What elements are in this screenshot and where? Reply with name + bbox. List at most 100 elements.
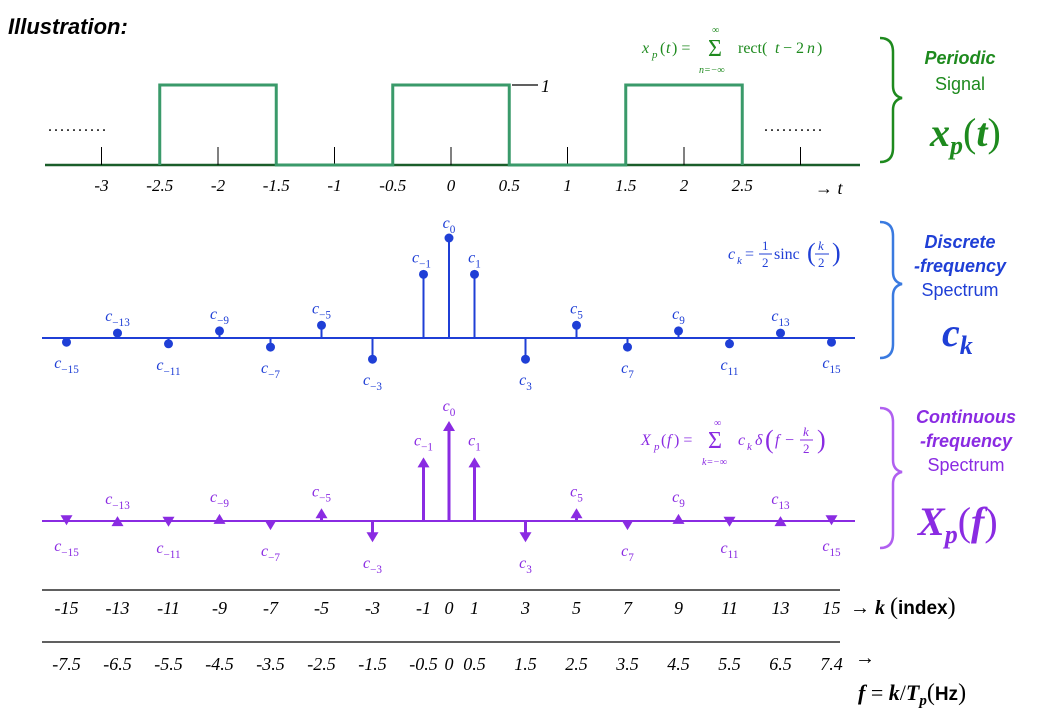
discrete-stem-head: [215, 326, 224, 336]
k-tick-label: -13: [106, 598, 130, 618]
discrete-stem-head: [623, 342, 632, 352]
continuous-impulse-head: [825, 515, 838, 526]
continuous-side-label: Continuous -frequency Spectrum Xp(f): [879, 406, 1016, 550]
coefficient-label: c9: [672, 306, 685, 327]
svg-text:t: t: [666, 40, 671, 57]
dots-right: ..........: [764, 118, 824, 135]
f-axis: -7.5 -6.5 -5.5 -4.5 -3.5 -2.5 -1.5 -0.5 0 0.5 1.5 2…: [42, 641, 966, 709]
signal-tick-label: -3: [94, 176, 108, 195]
signal-label-signal: Signal: [935, 74, 985, 94]
svg-text:(: (: [661, 432, 666, 449]
continuous-impulse-head: [443, 421, 455, 431]
f-tick-label: -0.5: [409, 654, 438, 674]
f-tick-label: 0.5: [463, 654, 486, 674]
svg-text:): ): [817, 40, 822, 57]
discrete-stem-head: [572, 320, 581, 330]
continuous-impulse-head: [774, 516, 787, 527]
discrete-stem-head: [776, 328, 785, 338]
page-title: Illustration:: [8, 14, 128, 39]
signal-tick-label: 1: [563, 176, 572, 195]
signal-ticks: [101, 147, 801, 165]
continuous-impulse-head: [315, 508, 328, 519]
continuous-impulse-head: [570, 508, 583, 519]
svg-text:k: k: [803, 424, 809, 439]
continuous-impulse-head: [417, 457, 430, 468]
discrete-stem-head: [521, 354, 530, 364]
discrete-stem-head: [62, 337, 71, 347]
continuous-label-2: -frequency: [920, 431, 1013, 451]
k-tick-label: -7: [263, 598, 279, 618]
signal-label-periodic: Periodic: [924, 48, 995, 68]
f-tick-label: 7.4: [820, 654, 843, 674]
svg-text:rect(: rect(: [738, 40, 767, 57]
svg-text:n=−∞: n=−∞: [699, 65, 725, 76]
svg-text:): ): [817, 425, 826, 454]
continuous-impulse-head: [672, 513, 685, 524]
svg-text:c: c: [728, 246, 735, 263]
coefficient-label: c15: [822, 355, 841, 376]
svg-text:) =: ) =: [674, 432, 692, 449]
k-tick-label: -1: [416, 598, 431, 618]
coefficient-label: c13: [771, 491, 790, 512]
coefficient-label: c−9: [210, 306, 229, 327]
signal-tick-label: 2: [680, 176, 689, 195]
signal-side-label: Periodic Signal xp(t): [879, 36, 1001, 164]
discrete-label-1: Discrete: [924, 232, 995, 252]
f-tick-label: -5.5: [154, 654, 183, 674]
f-axis-tick-labels: -7.5 -6.5 -5.5 -4.5 -3.5 -2.5 -1.5 -0.5 0 0.5 1.5 2…: [52, 654, 843, 674]
discrete-formula: c k = 1 2 sinc ( k 2 ): [728, 238, 841, 270]
coefficient-label: c1: [468, 432, 481, 453]
coefficient-label: c7: [621, 543, 634, 564]
signal-tick-label: 1.5: [615, 176, 636, 195]
signal-brace: [879, 36, 903, 164]
f-tick-label: 6.5: [769, 654, 792, 674]
discrete-label-3: Spectrum: [921, 280, 998, 300]
svg-text:sinc: sinc: [774, 246, 800, 263]
signal-tick-label: -1.5: [263, 176, 290, 195]
continuous-panel: c−15 c−13 c−11 c−9 c−7 c−5 c−3 c−1 c0 c1 c3 c5 c7 c9 c…: [42, 398, 855, 576]
k-tick-label: 9: [674, 598, 683, 618]
discrete-symbol: ck: [942, 310, 973, 360]
signal-tick-label: -2: [211, 176, 226, 195]
k-tick-label: 5: [572, 598, 581, 618]
coefficient-label: c−5: [312, 300, 331, 321]
f-tick-label: -1.5: [358, 654, 387, 674]
discrete-label-2: -frequency: [914, 256, 1007, 276]
svg-text:t: t: [775, 40, 780, 57]
continuous-symbol: Xp(f): [916, 499, 998, 549]
svg-text:2: 2: [803, 441, 810, 456]
coefficient-label: c3: [519, 372, 532, 393]
k-tick-label: 11: [721, 598, 738, 618]
svg-text:∞: ∞: [714, 418, 721, 429]
f-tick-label: 4.5: [667, 654, 690, 674]
coefficient-label: c13: [771, 308, 790, 329]
f-tick-label: 3.5: [615, 654, 639, 674]
f-tick-label: -2.5: [307, 654, 336, 674]
coefficient-label: c7: [621, 360, 634, 381]
coefficient-label: c−13: [105, 308, 130, 329]
discrete-labels: c−15c−13c−11c−9c−7c−5c−3c−1c0c1c3c5c7c9c…: [54, 215, 841, 393]
coefficient-label: c−7: [261, 543, 280, 564]
f-tick-label: 1.5: [514, 654, 537, 674]
svg-text:2: 2: [762, 255, 769, 270]
f-tick-label: 2.5: [565, 654, 588, 674]
k-tick-label: 15: [823, 598, 841, 618]
f-axis-arrow: →: [855, 647, 875, 669]
coefficient-label: c−11: [156, 357, 180, 378]
k-tick-label: -3: [365, 598, 380, 618]
f-tick-label: 0: [445, 654, 454, 674]
k-axis-tick-labels: -15 -13 -11 -9 -7 -5 -3 -1 0 1 3 5 7 9 11 13 15: [55, 598, 841, 618]
coefficient-label: c15: [822, 538, 841, 559]
discrete-stem-head: [164, 339, 173, 349]
svg-text:−: −: [785, 432, 794, 449]
svg-text:p: p: [653, 441, 660, 453]
svg-text:Σ: Σ: [708, 428, 722, 454]
svg-text:(: (: [660, 40, 665, 57]
continuous-impulse-head: [264, 520, 277, 531]
continuous-label-3: Spectrum: [927, 455, 1004, 475]
continuous-brace: [879, 406, 903, 550]
periodic-signal-waveform: [158, 83, 744, 167]
signal-tick-labels: -3 -2.5 -2 -1.5 -1 -0.5 0 0.5 1 1.5 2 2.5: [94, 176, 752, 195]
discrete-stem-head: [419, 269, 428, 279]
